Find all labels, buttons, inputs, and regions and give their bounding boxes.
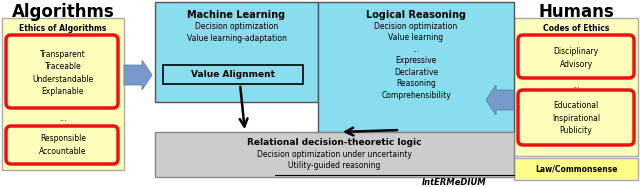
- FancyArrow shape: [124, 60, 152, 90]
- FancyBboxPatch shape: [6, 35, 118, 108]
- Text: IntERMeDIUM: IntERMeDIUM: [422, 178, 486, 187]
- Text: ...: ...: [59, 114, 67, 122]
- FancyBboxPatch shape: [6, 126, 118, 164]
- Text: Value Alignment: Value Alignment: [191, 70, 275, 79]
- Bar: [163, 65, 303, 84]
- Text: Algorithms: Algorithms: [12, 3, 115, 21]
- FancyBboxPatch shape: [518, 35, 634, 78]
- Text: Educational
Inspirational
Publicity: Educational Inspirational Publicity: [552, 101, 600, 135]
- Bar: [2, 18, 124, 170]
- Text: Disciplinary
Advisory: Disciplinary Advisory: [554, 47, 598, 69]
- FancyBboxPatch shape: [518, 90, 634, 145]
- Text: Transparent
Traceable
Understandable
Explanable: Transparent Traceable Understandable Exp…: [33, 50, 93, 96]
- Text: Responsible
Accountable: Responsible Accountable: [39, 134, 86, 156]
- Bar: [155, 2, 318, 102]
- Text: Decision optimization under uncertainty
Utility-guided reasoning: Decision optimization under uncertainty …: [257, 150, 412, 170]
- Text: Decision optimization
Value learning
...
Expressive
Declarative
Reasoning
Compre: Decision optimization Value learning ...…: [374, 22, 458, 100]
- Text: ...: ...: [572, 80, 580, 90]
- Text: Decision optimization
Value learning-adaptation: Decision optimization Value learning-ada…: [187, 22, 287, 43]
- FancyArrow shape: [486, 85, 514, 115]
- Bar: [318, 2, 514, 132]
- Text: Law/Commonsense: Law/Commonsense: [535, 165, 617, 174]
- Bar: [155, 132, 514, 177]
- Text: Machine Learning: Machine Learning: [188, 10, 285, 20]
- Text: Relational decision-theoretic logic: Relational decision-theoretic logic: [247, 138, 422, 147]
- Text: Ethics of Algorithms: Ethics of Algorithms: [19, 24, 107, 33]
- Bar: [514, 158, 638, 180]
- Text: Codes of Ethics: Codes of Ethics: [543, 24, 609, 33]
- Text: Humans: Humans: [538, 3, 614, 21]
- Bar: [514, 18, 638, 156]
- Text: Logical Reasoning: Logical Reasoning: [366, 10, 466, 20]
